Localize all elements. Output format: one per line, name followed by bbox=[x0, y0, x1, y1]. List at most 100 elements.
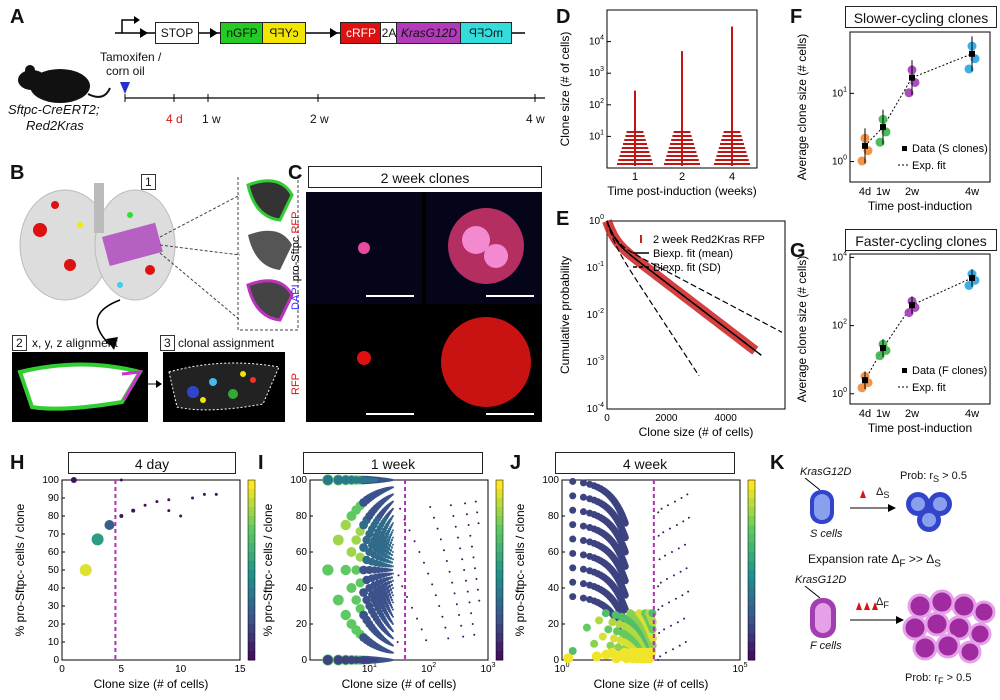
y-axis-label: % pro-Sftpc- cells / clone bbox=[261, 503, 275, 636]
colorbar-segment bbox=[248, 561, 255, 571]
clone-point bbox=[671, 648, 674, 651]
colorbar-segment bbox=[248, 633, 255, 643]
x-tick-label: 103 bbox=[480, 662, 495, 675]
y-tick-label: 60 bbox=[296, 547, 308, 558]
x-axis-label: Clone size (# of cells) bbox=[639, 425, 754, 439]
clone-point bbox=[675, 524, 678, 526]
clone-point bbox=[687, 516, 690, 519]
colorbar-segment bbox=[496, 525, 503, 535]
clone-point bbox=[385, 595, 390, 599]
lung-schematic bbox=[19, 175, 299, 350]
clone-point bbox=[119, 514, 124, 518]
clone-point bbox=[388, 552, 392, 556]
plot-frame bbox=[849, 253, 991, 405]
y-tick-label: 101 bbox=[832, 86, 847, 99]
panel-g-title: Faster-cycling clones bbox=[845, 229, 997, 251]
y-tick-label: 100 bbox=[290, 475, 307, 486]
cyfp-box: cYFP bbox=[262, 22, 306, 44]
x-tick-label: 1w bbox=[876, 408, 890, 420]
clone-point bbox=[391, 615, 394, 618]
clone-point bbox=[386, 572, 391, 577]
clone-point bbox=[442, 549, 445, 552]
microscopy-grid bbox=[306, 192, 542, 422]
clone-point bbox=[476, 511, 479, 514]
clone-point bbox=[391, 601, 394, 604]
clone-point bbox=[388, 584, 392, 588]
x-tick-label: 102 bbox=[421, 662, 436, 675]
clone-point bbox=[391, 493, 394, 496]
clone-point bbox=[359, 543, 368, 552]
colorbar-segment bbox=[248, 516, 255, 526]
y-tick-label: 100 bbox=[832, 387, 847, 400]
clone-point bbox=[167, 498, 171, 502]
clone-point bbox=[621, 534, 629, 542]
colorbar-segment bbox=[748, 534, 755, 544]
clone-point bbox=[682, 520, 685, 523]
clone-point bbox=[657, 534, 660, 537]
y-tick-label: 80 bbox=[296, 511, 308, 522]
clone-point bbox=[104, 520, 115, 530]
clone-point bbox=[648, 625, 657, 634]
clone-point bbox=[391, 587, 394, 589]
clone-point bbox=[465, 513, 468, 516]
clone-point bbox=[389, 588, 393, 591]
y-axis-label: Cumulative probability bbox=[558, 256, 572, 374]
clone-point bbox=[663, 628, 666, 631]
clone-point bbox=[606, 641, 615, 650]
x-tick-label: 15 bbox=[234, 664, 246, 675]
clone-point bbox=[431, 583, 434, 586]
y-tick-label: 80 bbox=[48, 511, 60, 522]
replicate-point bbox=[857, 383, 867, 393]
clone-point bbox=[658, 632, 661, 634]
clone-point bbox=[340, 609, 351, 621]
clone-point bbox=[411, 606, 414, 609]
y-tick-label: 10 bbox=[48, 637, 60, 648]
clone-point bbox=[590, 639, 599, 648]
clone-point bbox=[670, 551, 673, 553]
clone-point bbox=[391, 543, 394, 546]
clone-point bbox=[390, 546, 394, 549]
clone-point bbox=[388, 543, 392, 548]
replicate-point bbox=[875, 137, 885, 147]
colorbar-segment bbox=[496, 570, 503, 580]
clone-point bbox=[391, 479, 394, 481]
step2-label: x, y, z alignment bbox=[32, 336, 118, 350]
clone-point bbox=[388, 535, 392, 539]
clone-point bbox=[399, 507, 402, 510]
clone-point bbox=[648, 634, 657, 643]
clone-point bbox=[346, 547, 357, 557]
clone-point bbox=[391, 637, 394, 640]
clone-point bbox=[119, 478, 123, 482]
x-tick-label: 101 bbox=[362, 662, 377, 675]
clone-point bbox=[657, 659, 660, 661]
plot-frame bbox=[849, 31, 991, 183]
clone-point bbox=[390, 598, 394, 602]
colorbar-segment bbox=[248, 606, 255, 616]
chart-j: 0 20 40 60 80 100 100 105 Clone size (# of cells… bbox=[513, 475, 756, 691]
legend-mean: Biexp. fit (mean) bbox=[653, 248, 733, 260]
colorbar-segment bbox=[748, 651, 755, 661]
clone-point bbox=[408, 529, 411, 532]
colorbar-frame bbox=[747, 479, 756, 661]
clone-point bbox=[683, 543, 686, 546]
clone-point bbox=[333, 475, 344, 485]
panel-label-e: E bbox=[556, 208, 570, 230]
panel-label-j: J bbox=[510, 452, 522, 474]
stop-box: STOP bbox=[155, 22, 199, 44]
replicate-point bbox=[875, 351, 885, 361]
clone-point bbox=[418, 551, 421, 553]
clone-point bbox=[579, 479, 587, 487]
y-axis-label: % pro-Sftpc- cells / clone bbox=[513, 503, 527, 636]
clone-point bbox=[462, 635, 465, 638]
y-tick-label: 70 bbox=[48, 529, 60, 540]
panel-i-title: 1 week bbox=[303, 452, 483, 474]
clone-point bbox=[579, 536, 587, 544]
clone-point bbox=[657, 608, 660, 611]
clone-point bbox=[351, 595, 361, 605]
clone-point bbox=[474, 500, 477, 503]
colorbar-segment bbox=[248, 651, 255, 661]
clone-point bbox=[388, 560, 392, 564]
clone-point bbox=[681, 594, 684, 597]
y-tick-label: 50 bbox=[48, 565, 60, 576]
x-tick-label: 4d bbox=[859, 408, 871, 420]
